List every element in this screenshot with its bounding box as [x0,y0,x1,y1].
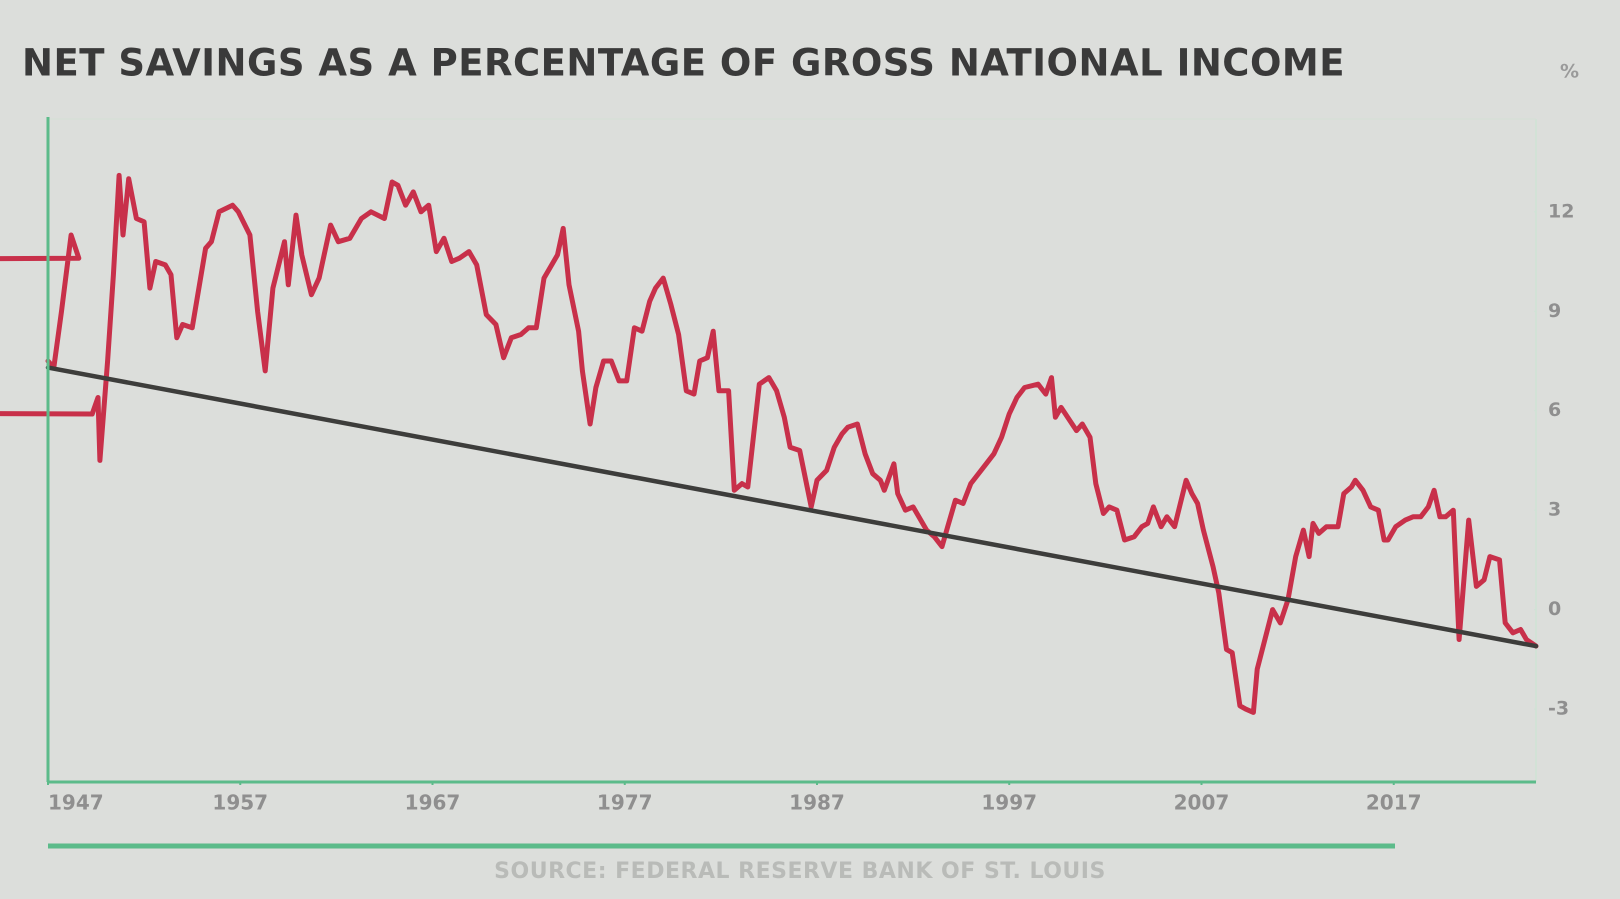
x-tick-label: 1967 [405,791,461,815]
y-unit: % [1560,61,1579,83]
y-tick-label: 6 [1548,399,1561,421]
y-tick-label: -3 [1548,698,1569,720]
x-tick-label: 1987 [789,791,845,815]
source: SOURCE: FEDERAL RESERVE BANK OF ST. LOUI… [494,859,1106,884]
chart-title: NET SAVINGS AS A PERCENTAGE OF GROSS NAT… [22,42,1345,85]
y-tick-label: 0 [1548,598,1561,620]
x-tick-label: 1957 [212,791,268,815]
x-tick-label: 2017 [1366,791,1422,815]
trend-line [45,365,1539,649]
y-tick-label: 3 [1548,499,1561,521]
x-tick-label: 2007 [1174,791,1230,815]
x-tick-label: 1997 [981,791,1037,815]
y-tick-label: 9 [1548,300,1561,322]
x-tick-label: 1977 [597,791,653,815]
y-tick-label: 12 [1548,200,1574,222]
x-tick-label: 1947 [48,791,104,815]
data-line [0,172,1539,715]
